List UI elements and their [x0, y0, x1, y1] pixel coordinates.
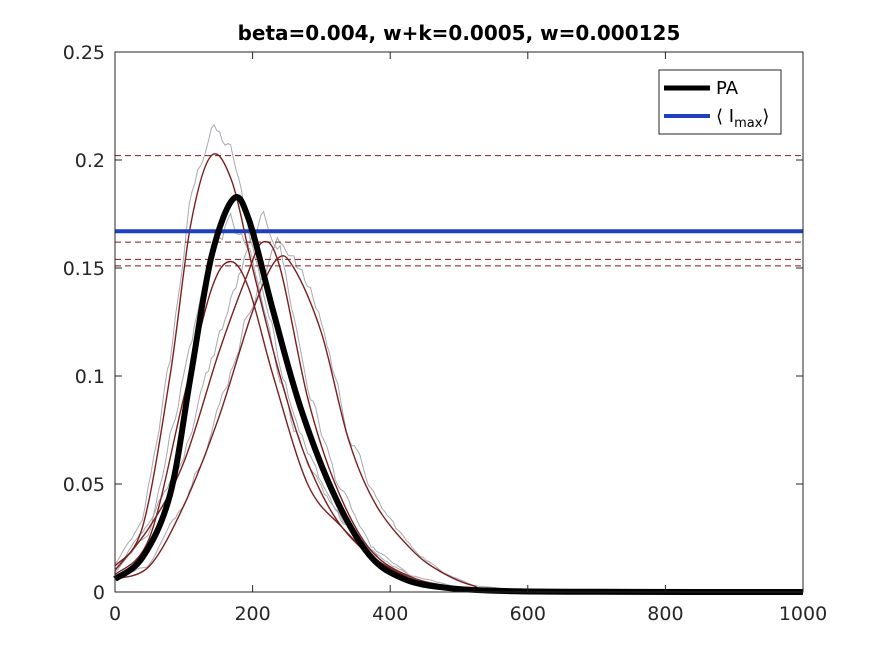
axes-box	[114, 51, 804, 593]
noisy-run-line-2	[114, 211, 803, 593]
chart-title: beta=0.004, w+k=0.0005, w=0.000125	[238, 21, 681, 45]
x-tick-label: 1000	[779, 603, 827, 625]
x-tick-label: 400	[372, 603, 408, 625]
legend: PA ⟨ Imax⟩	[658, 69, 782, 135]
legend-label-pa: PA	[716, 78, 739, 99]
y-tick-label: 0.15	[63, 258, 105, 280]
smooth-run-line-3	[114, 240, 804, 593]
pa-curve-line	[113, 194, 804, 595]
noisy-run-line-4	[114, 236, 803, 593]
y-tick-label: 0.1	[75, 366, 105, 388]
axis-ticks: 0 200 400 600 800 1000 0 0.05 0.1 0.15 0.2 0.25	[63, 42, 827, 625]
legend-box	[658, 69, 782, 135]
plot-area	[113, 123, 804, 595]
smooth-run-line-2	[114, 260, 804, 593]
legend-imax-suffix: ⟩	[762, 106, 769, 127]
y-tick-label: 0	[93, 582, 105, 604]
smooth-run-line-1	[114, 153, 804, 593]
x-tick-label: 0	[109, 603, 121, 625]
x-tick-label: 600	[510, 603, 546, 625]
noisy-run-line-3	[114, 210, 803, 593]
x-tick-label: 800	[647, 603, 683, 625]
legend-imax-prefix: ⟨ I	[716, 106, 734, 127]
y-tick-label: 0.2	[75, 150, 105, 172]
legend-imax-sub: max	[734, 116, 763, 131]
y-tick-label: 0.25	[63, 42, 105, 64]
y-tick-label: 0.05	[63, 474, 105, 496]
legend-label-imax: ⟨ Imax⟩	[716, 106, 769, 131]
x-tick-label: 200	[234, 603, 270, 625]
noisy-run-line-1	[114, 123, 803, 593]
smooth-run-line-4	[114, 255, 804, 593]
